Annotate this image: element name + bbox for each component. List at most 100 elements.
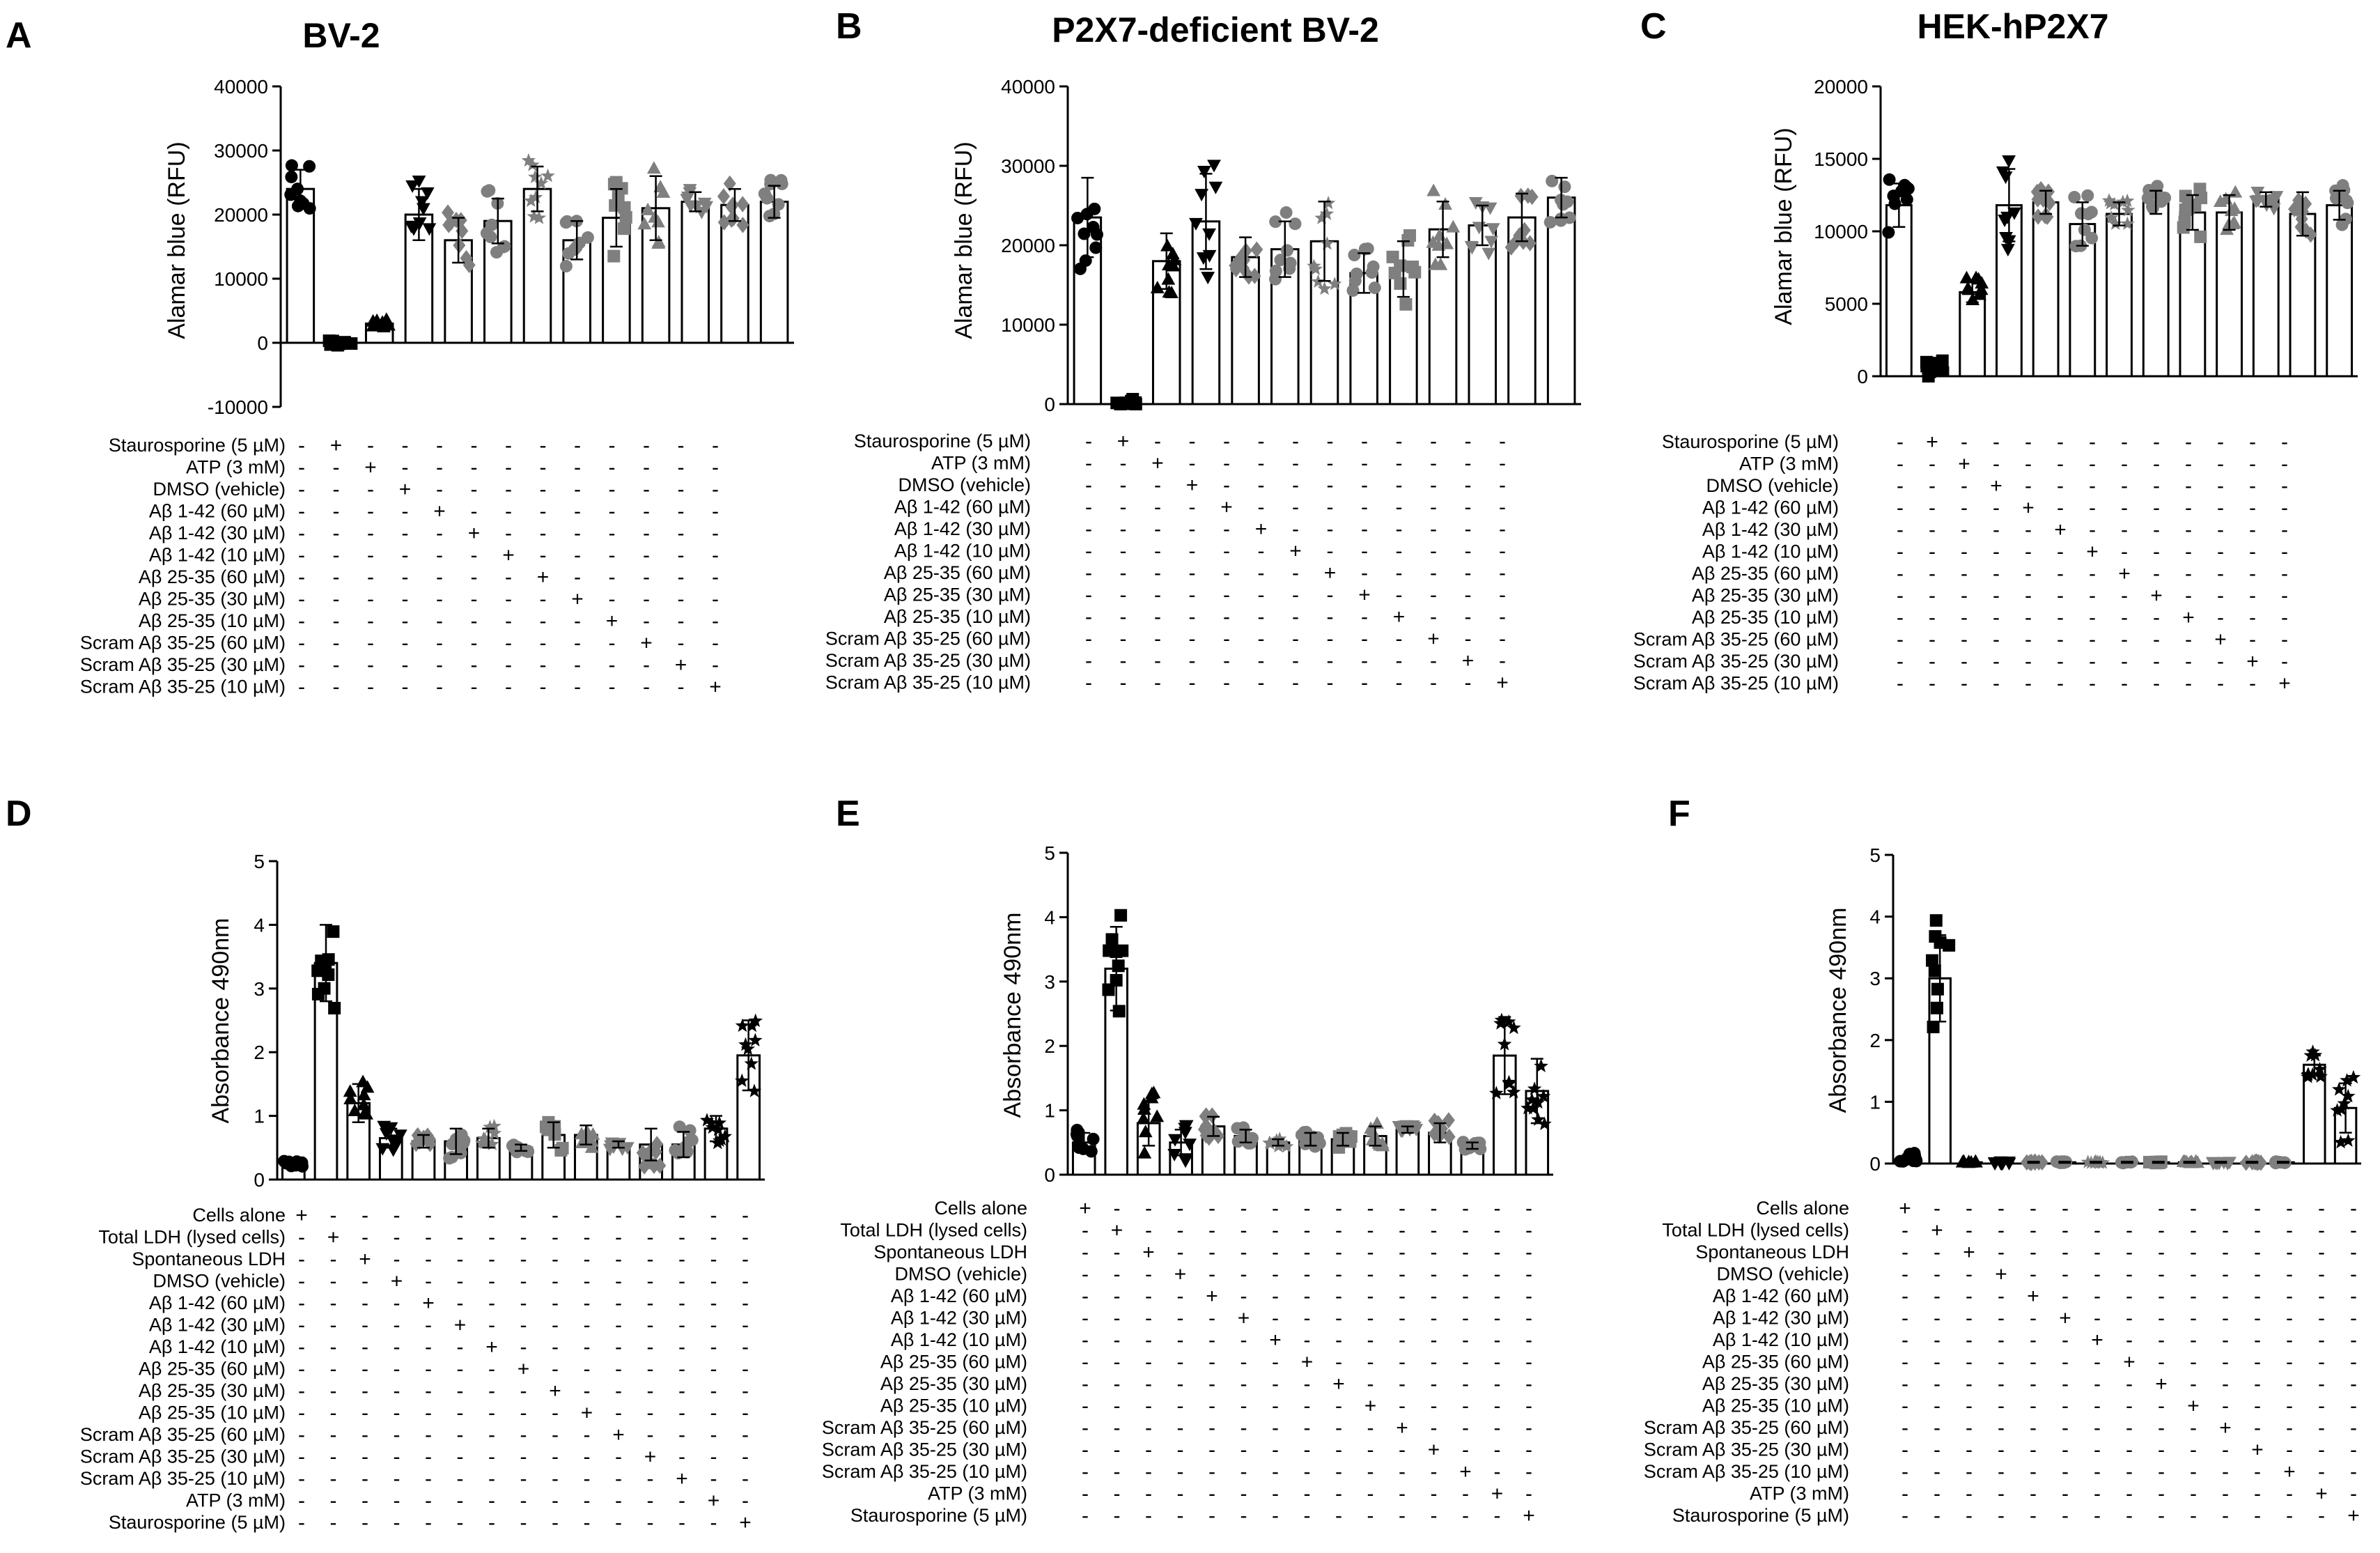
plus-sign: +	[2219, 1416, 2232, 1439]
minus-sign: -	[2126, 1439, 2133, 1462]
minus-sign: -	[1993, 628, 2000, 651]
minus-sign: -	[1085, 672, 1092, 695]
minus-sign: -	[584, 1358, 591, 1381]
minus-sign: -	[1901, 1504, 1908, 1527]
minus-sign: -	[615, 1270, 622, 1293]
minus-sign: -	[2153, 628, 2160, 651]
plus-sign: +	[2246, 650, 2259, 673]
condition-label: Aβ 25-35 (10 µM)	[139, 1403, 286, 1423]
minus-sign: -	[1085, 452, 1092, 475]
minus-sign: -	[2089, 606, 2096, 629]
minus-sign: -	[2318, 1329, 2325, 1352]
bar	[759, 201, 789, 344]
minus-sign: -	[1929, 497, 1936, 520]
minus-sign: -	[2350, 1197, 2357, 1220]
minus-sign: -	[712, 522, 719, 545]
minus-sign: -	[2030, 1395, 2037, 1418]
plus-sign: +	[1364, 1395, 1377, 1418]
minus-sign: -	[1897, 474, 1904, 497]
minus-sign: -	[2190, 1263, 2197, 1286]
condition-label: Scram Aβ 35-25 (30 µM)	[1644, 1439, 1849, 1460]
minus-sign: -	[2254, 1373, 2261, 1396]
plus-sign: +	[1111, 1219, 1123, 1242]
minus-sign: -	[2094, 1285, 2101, 1308]
minus-sign: -	[1934, 1460, 1940, 1483]
data-point	[609, 176, 623, 189]
minus-sign: -	[361, 1336, 368, 1359]
minus-sign: -	[1430, 496, 1437, 519]
minus-sign: -	[1966, 1285, 1973, 1308]
condition-label: Aβ 1-42 (30 µM)	[894, 518, 1031, 539]
data-point	[1339, 1129, 1353, 1143]
minus-sign: -	[1929, 541, 1936, 564]
data-point	[2333, 1134, 2348, 1149]
minus-sign: -	[2185, 497, 2192, 520]
data-point	[573, 236, 586, 249]
data-point	[1536, 1089, 1551, 1103]
data-point	[636, 1144, 649, 1161]
data-point	[1073, 1141, 1086, 1154]
minus-sign: -	[1272, 1285, 1279, 1308]
minus-sign: -	[615, 1511, 622, 1534]
minus-sign: -	[1462, 1263, 1469, 1286]
minus-sign: -	[1462, 1351, 1469, 1374]
minus-sign: -	[1304, 1307, 1311, 1330]
minus-sign: -	[1998, 1373, 2005, 1396]
minus-sign: -	[1208, 1241, 1215, 1264]
minus-sign: -	[1961, 497, 1968, 520]
minus-sign: -	[298, 1467, 305, 1490]
minus-sign: -	[1085, 584, 1092, 607]
minus-sign: -	[2030, 1460, 2037, 1483]
minus-sign: -	[457, 1226, 464, 1249]
minus-sign: -	[505, 456, 512, 479]
data-point	[683, 187, 697, 200]
plus-sign: +	[2315, 1483, 2328, 1506]
minus-sign: -	[647, 1402, 654, 1425]
minus-sign: -	[1399, 1439, 1406, 1462]
minus-sign: -	[2318, 1197, 2325, 1220]
minus-sign: -	[2126, 1395, 2133, 1418]
minus-sign: -	[2121, 585, 2128, 608]
minus-sign: -	[2185, 562, 2192, 585]
minus-sign: -	[1966, 1483, 1973, 1506]
condition-label: Scram Aβ 35-25 (10 µM)	[1633, 673, 1839, 694]
data-point	[734, 1073, 749, 1088]
condition-label: Aβ 1-42 (10 µM)	[1702, 541, 1839, 562]
plus-sign: +	[2086, 541, 2099, 564]
minus-sign: -	[2254, 1307, 2261, 1330]
data-point	[420, 187, 435, 200]
minus-sign: -	[2089, 431, 2096, 454]
minus-sign: -	[2254, 1483, 2261, 1506]
minus-sign: -	[742, 1490, 749, 1513]
minus-sign: -	[436, 434, 443, 457]
minus-sign: -	[2185, 453, 2192, 476]
y-tick-label: 5	[254, 851, 265, 872]
minus-sign: -	[1272, 1351, 1279, 1374]
data-point	[528, 190, 543, 204]
minus-sign: -	[1897, 431, 1904, 454]
data-point	[484, 231, 497, 244]
minus-sign: -	[402, 610, 409, 633]
minus-sign: -	[2185, 650, 2192, 673]
minus-sign: -	[647, 1380, 654, 1403]
condition-label: ATP (3 mM)	[1750, 1483, 1849, 1504]
data-point	[2213, 194, 2227, 207]
minus-sign: -	[2158, 1219, 2165, 1242]
y-tick-label: 2	[1044, 1035, 1055, 1057]
minus-sign: -	[333, 588, 340, 611]
minus-sign: -	[2153, 431, 2160, 454]
minus-sign: -	[2158, 1504, 2165, 1527]
minus-sign: -	[2350, 1241, 2357, 1264]
minus-sign: -	[2254, 1504, 2261, 1527]
minus-sign: -	[1494, 1395, 1501, 1418]
data-point	[1350, 267, 1363, 280]
condition-label: Staurosporine (5 µM)	[854, 431, 1031, 451]
minus-sign: -	[1998, 1197, 2005, 1220]
minus-sign: -	[488, 1270, 495, 1293]
minus-sign: -	[2217, 541, 2224, 564]
minus-sign: -	[1929, 518, 1936, 541]
minus-sign: -	[1327, 628, 1334, 651]
data-point	[455, 1128, 468, 1141]
data-point	[651, 1136, 664, 1152]
condition-label: Aβ 25-35 (60 µM)	[139, 1359, 286, 1380]
